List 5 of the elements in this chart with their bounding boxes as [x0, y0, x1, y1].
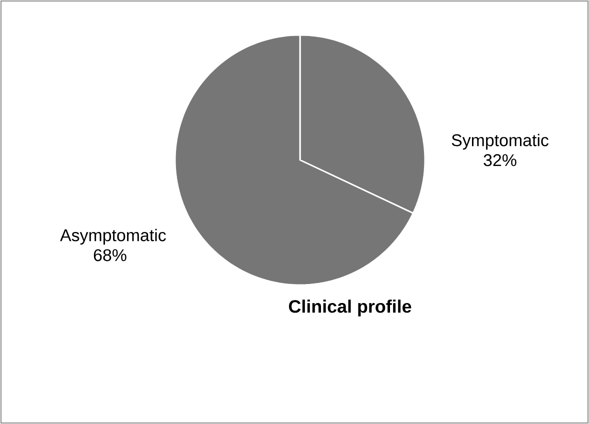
text: Clinical profile [288, 300, 412, 316]
slice-label: Symptomatic [452, 134, 548, 150]
slice-label: Asymptomatic [60, 228, 166, 245]
data-label: 32% [484, 154, 516, 166]
data-label: 68% [94, 249, 126, 262]
